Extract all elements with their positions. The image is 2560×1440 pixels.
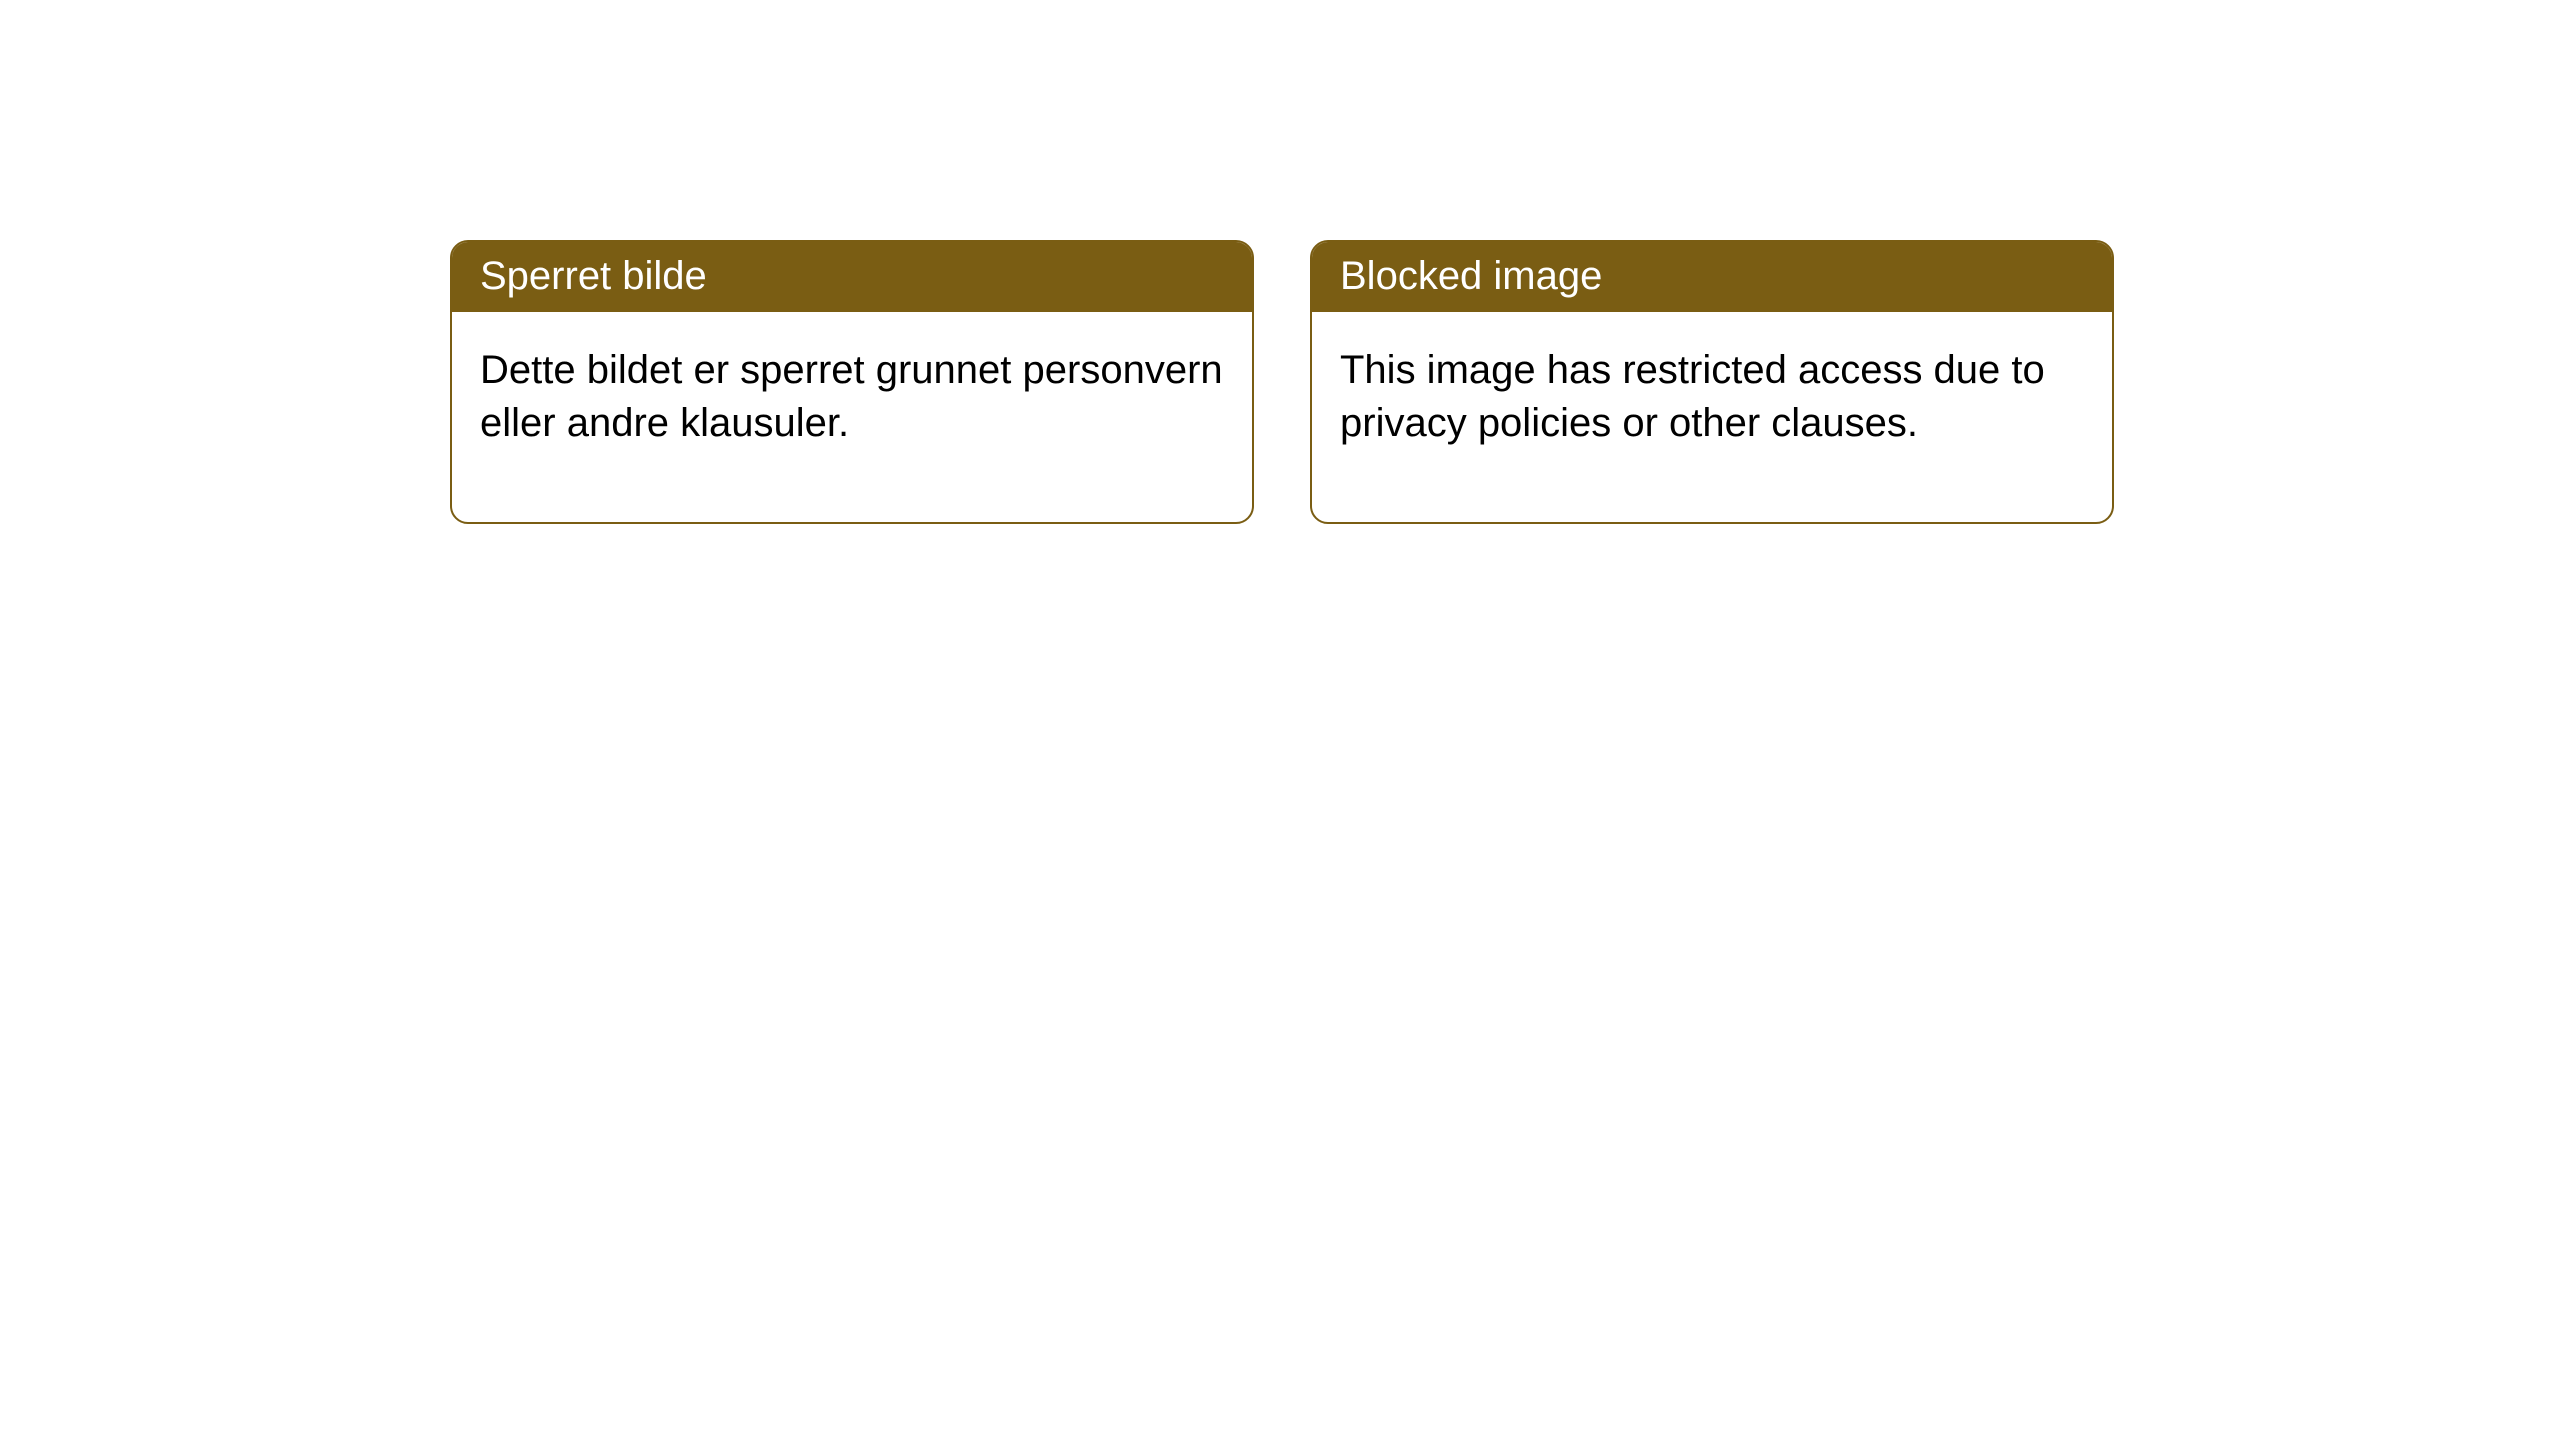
notice-body-norwegian: Dette bildet er sperret grunnet personve…: [452, 312, 1252, 522]
notice-title-english: Blocked image: [1312, 242, 2112, 312]
notice-body-english: This image has restricted access due to …: [1312, 312, 2112, 522]
notice-card-norwegian: Sperret bilde Dette bildet er sperret gr…: [450, 240, 1254, 524]
notice-card-english: Blocked image This image has restricted …: [1310, 240, 2114, 524]
notice-title-norwegian: Sperret bilde: [452, 242, 1252, 312]
notice-container: Sperret bilde Dette bildet er sperret gr…: [0, 0, 2560, 524]
